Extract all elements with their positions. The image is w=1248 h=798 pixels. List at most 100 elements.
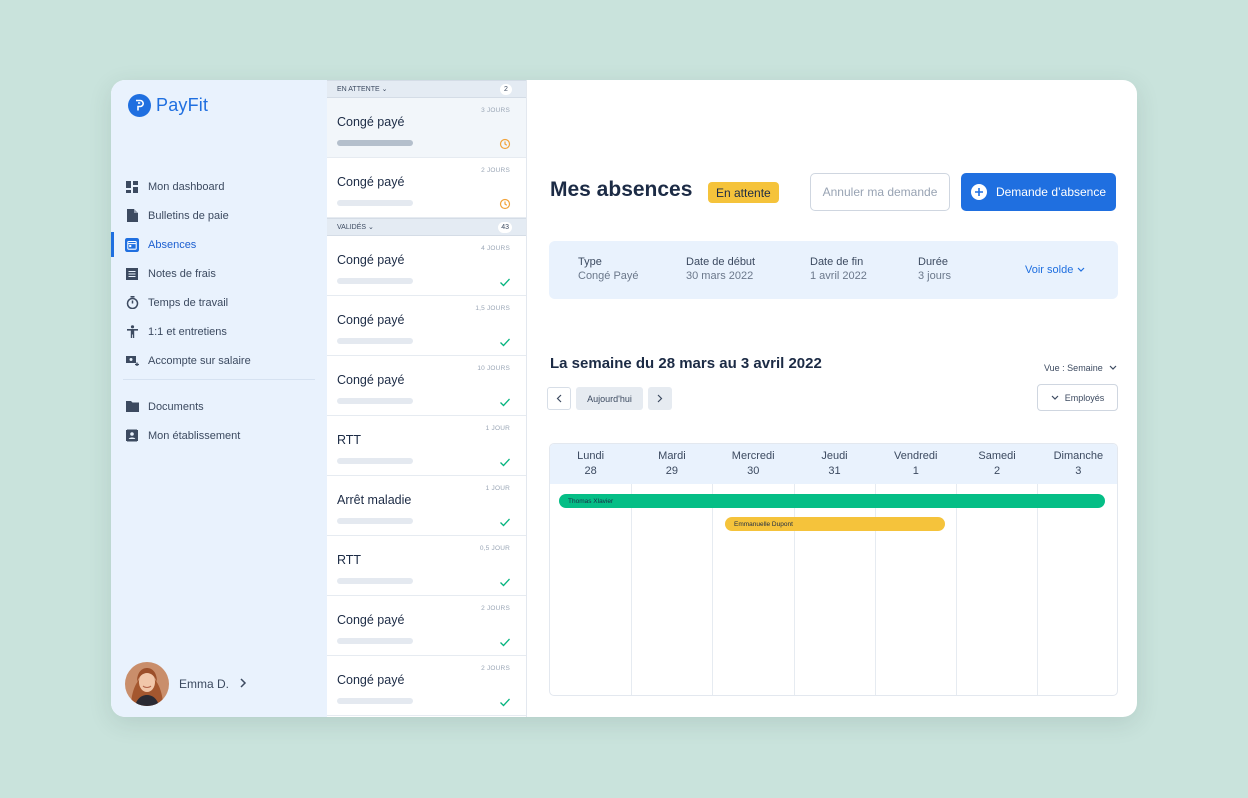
list-item[interactable]: Congé payé 3 JOURS (327, 98, 526, 158)
sidebar-item-label: Absences (148, 238, 197, 251)
sidebar-item-work-time[interactable]: Temps de travail (111, 288, 327, 317)
previous-week-button[interactable] (547, 387, 571, 410)
group-header-label: EN ATTENTE ⌄ (337, 85, 387, 93)
sidebar-item-establishment[interactable]: Mon établissement (111, 421, 327, 450)
placeholder-bar (337, 638, 413, 644)
request-title: Arrêt maladie (337, 493, 412, 507)
plus-icon (970, 184, 987, 200)
request-duration: 1,5 JOURS (475, 305, 510, 312)
check-icon (499, 695, 511, 707)
summary-value: Congé Payé (578, 270, 639, 282)
request-title: RTT (337, 553, 362, 567)
summary-value: 1 avril 2022 (810, 270, 867, 282)
sidebar-item-label: 1:1 et entretiens (148, 325, 227, 338)
employees-filter-button[interactable]: Employés (1037, 384, 1118, 411)
calendar-event[interactable]: Emmanuelle Dupont (725, 517, 945, 531)
sidebar-item-label: Bulletins de paie (148, 209, 229, 222)
day-name: Vendredi (894, 450, 938, 462)
list-item[interactable]: Congé payé 2 JOURS (327, 596, 526, 656)
chevron-right-icon (657, 394, 663, 403)
day-number: 29 (665, 465, 679, 477)
column-divider (956, 484, 957, 695)
check-icon (499, 455, 511, 467)
sidebar-item-payslips[interactable]: Bulletins de paie (111, 201, 327, 230)
summary-label: Date de fin (810, 256, 864, 268)
status-badge: En attente (708, 182, 779, 203)
cash-icon (125, 354, 139, 368)
summary-end-date: Date de fin 1 avril 2022 (810, 256, 867, 282)
summary-value: 3 jours (918, 270, 952, 282)
group-header-pending[interactable]: EN ATTENTE ⌄ 2 (327, 80, 526, 98)
request-duration: 4 JOURS (481, 245, 510, 252)
group-header-validated[interactable]: VALIDÉS ⌄ 43 (327, 218, 526, 236)
stopwatch-icon (125, 296, 139, 310)
chevron-left-icon (556, 394, 562, 403)
payfit-logo-icon (128, 94, 151, 117)
calendar-header: Lundi 28 Mardi 29 Mercredi 30 Jeudi 31 Vendr… (550, 444, 1117, 484)
check-icon (499, 275, 511, 287)
day-number: 31 (828, 465, 841, 477)
day-name: Samedi (978, 450, 1016, 462)
link-label: Voir solde (1025, 264, 1074, 276)
sidebar-item-salary-advance[interactable]: Accompte sur salaire (111, 346, 327, 375)
sidebar-item-label: Notes de frais (148, 267, 216, 280)
request-duration: 1 JOUR (485, 485, 510, 492)
chevron-right-icon (239, 675, 247, 693)
sidebar-item-dashboard[interactable]: Mon dashboard (111, 172, 327, 201)
week-title: La semaine du 28 mars au 3 avril 2022 (550, 355, 822, 372)
chevron-down-icon (1077, 267, 1085, 272)
list-item[interactable]: Congé payé 2 JOURS (327, 656, 526, 716)
request-title: Congé payé (337, 673, 405, 687)
day-name: Dimanche (1053, 450, 1104, 462)
day-number: 1 (912, 465, 919, 477)
sidebar-item-label: Accompte sur salaire (148, 354, 251, 367)
list-item[interactable]: Congé payé 1,5 JOURS (327, 296, 526, 356)
sidebar-item-label: Mon établissement (148, 429, 241, 442)
group-header-text: EN ATTENTE (337, 86, 380, 93)
calendar-day-header: Vendredi 1 (875, 444, 956, 484)
sidebar-item-one-on-one[interactable]: 1:1 et entretiens (111, 317, 327, 346)
list-item[interactable]: Congé payé 2 JOURS (327, 158, 526, 218)
calendar-day-header: Samedi 2 (956, 444, 1037, 484)
list-item[interactable]: RTT 0,5 JOUR (327, 536, 526, 596)
cancel-request-button[interactable]: Annuler ma demande (810, 173, 950, 211)
request-duration: 1 JOUR (485, 425, 510, 432)
day-number: 2 (993, 465, 1001, 477)
placeholder-bar (337, 278, 413, 284)
document-icon (125, 209, 139, 223)
summary-duration: Durée 3 jours (918, 256, 951, 282)
check-icon (499, 635, 511, 647)
group-header-label: VALIDÉS ⌄ (337, 223, 374, 231)
chevron-down-icon: ⌄ (381, 86, 388, 93)
new-absence-request-button[interactable]: Demande d’absence (961, 173, 1116, 211)
calendar-event[interactable]: Thomas Xlavier (559, 494, 1105, 508)
absence-request-list: EN ATTENTE ⌄ 2 Congé payé 3 JOURS Congé … (327, 80, 527, 717)
event-label: Thomas Xlavier (568, 497, 614, 505)
list-item[interactable]: RTT 1 JOUR (327, 416, 526, 476)
summary-label: Date de début (686, 256, 756, 268)
user-menu[interactable]: Emma D. (125, 662, 247, 706)
list-item[interactable]: Congé payé 10 JOURS (327, 356, 526, 416)
list-item[interactable]: Arrêt maladie 1 JOUR (327, 476, 526, 536)
sidebar: PayFit Mon dashboard Bulletins de paie A… (111, 80, 327, 717)
column-divider (1037, 484, 1038, 695)
request-title: RTT (337, 433, 362, 447)
sidebar-item-absences[interactable]: Absences (111, 230, 327, 259)
view-balance-link[interactable]: Voir solde (1025, 264, 1085, 276)
request-title: Congé payé (337, 373, 405, 387)
logo[interactable]: PayFit (128, 94, 208, 117)
secondary-nav: Documents Mon établissement (111, 392, 327, 450)
request-duration: 2 JOURS (481, 605, 510, 612)
sidebar-item-documents[interactable]: Documents (111, 392, 327, 421)
sidebar-item-label: Documents (148, 400, 204, 413)
calendar-day-header: Jeudi 31 (794, 444, 875, 484)
check-icon (499, 575, 511, 587)
sidebar-item-expenses[interactable]: Notes de frais (111, 259, 327, 288)
view-selector[interactable]: Vue : Semaine (1044, 363, 1117, 373)
column-divider (631, 484, 632, 695)
event-label: Emmanuelle Dupont (734, 520, 793, 528)
next-week-button[interactable] (648, 387, 672, 410)
placeholder-bar (337, 338, 413, 344)
list-item[interactable]: Congé payé 4 JOURS (327, 236, 526, 296)
today-button[interactable]: Aujourd'hui (576, 387, 643, 410)
